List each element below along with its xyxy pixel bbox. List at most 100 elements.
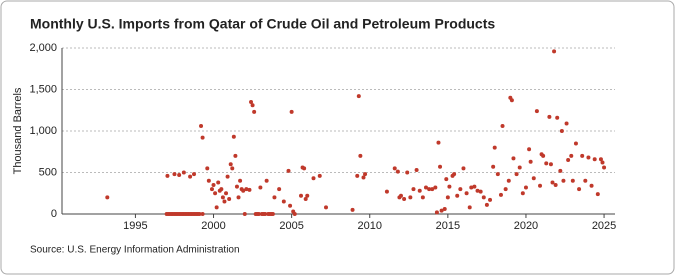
- x-tick-label: 2005: [279, 220, 303, 232]
- point: [231, 134, 236, 139]
- point: [586, 155, 591, 160]
- point: [481, 195, 486, 200]
- point: [172, 172, 177, 177]
- point: [302, 166, 307, 171]
- point: [222, 199, 227, 204]
- point: [181, 170, 186, 175]
- point: [205, 166, 210, 171]
- point: [258, 185, 263, 190]
- x-tick-label: 2015: [436, 220, 460, 232]
- point: [177, 172, 182, 177]
- point: [458, 187, 463, 192]
- point: [395, 169, 400, 174]
- point: [392, 166, 397, 171]
- point: [558, 168, 563, 173]
- point: [544, 161, 549, 166]
- point: [228, 162, 233, 167]
- point: [589, 183, 594, 188]
- point: [219, 187, 224, 192]
- point: [363, 172, 368, 177]
- point: [569, 153, 574, 158]
- x-tick-label: 2000: [201, 220, 225, 232]
- point: [188, 174, 193, 179]
- point: [272, 195, 277, 200]
- point: [434, 210, 439, 215]
- point: [553, 182, 558, 187]
- point: [250, 103, 255, 108]
- point: [252, 109, 257, 114]
- point: [305, 193, 310, 198]
- point: [438, 164, 443, 169]
- point: [455, 193, 460, 198]
- point: [439, 208, 444, 213]
- point: [242, 212, 247, 216]
- point: [570, 178, 575, 183]
- point: [402, 197, 407, 202]
- point: [197, 212, 202, 216]
- point: [358, 153, 363, 158]
- point: [238, 178, 243, 183]
- point: [602, 165, 607, 170]
- x-tick-label: 1995: [123, 220, 147, 232]
- point: [436, 140, 441, 145]
- point: [350, 207, 355, 212]
- point: [433, 185, 438, 190]
- point: [200, 212, 205, 216]
- point: [559, 129, 564, 133]
- point: [427, 187, 432, 192]
- point: [230, 166, 235, 171]
- point: [511, 156, 516, 161]
- point: [528, 159, 533, 164]
- source: Source: U.S. Energy Information Administ…: [30, 245, 240, 256]
- point: [408, 195, 413, 200]
- point: [384, 189, 389, 194]
- point: [249, 99, 254, 104]
- point: [445, 195, 450, 200]
- point: [281, 199, 286, 204]
- point: [561, 178, 566, 183]
- point: [209, 187, 214, 192]
- x-tick-label: 2020: [514, 220, 538, 232]
- point: [292, 212, 297, 216]
- point: [277, 187, 282, 192]
- point: [236, 195, 241, 200]
- point: [444, 177, 449, 182]
- point: [213, 191, 218, 196]
- point: [220, 195, 225, 200]
- point: [534, 109, 539, 114]
- point: [256, 212, 261, 216]
- point: [192, 172, 197, 177]
- point: [566, 158, 571, 163]
- point: [552, 49, 557, 54]
- point: [580, 153, 585, 158]
- point: [241, 188, 246, 193]
- point: [498, 192, 503, 197]
- point: [303, 197, 308, 202]
- point: [538, 183, 543, 188]
- point: [216, 180, 221, 185]
- point: [517, 165, 522, 170]
- y-axis-label: Thousand Barrels: [12, 87, 24, 174]
- point: [452, 172, 457, 177]
- point: [234, 184, 239, 189]
- point: [595, 192, 600, 197]
- point: [233, 153, 238, 158]
- point: [417, 188, 422, 193]
- point: [214, 205, 219, 210]
- chart-title: Monthly U.S. Imports from Qatar of Crude…: [30, 16, 495, 32]
- point: [592, 157, 597, 162]
- point: [289, 109, 294, 114]
- point: [227, 197, 232, 202]
- point: [461, 166, 466, 171]
- point: [467, 205, 472, 210]
- point: [423, 185, 428, 190]
- point: [550, 180, 555, 185]
- point: [356, 94, 361, 99]
- point: [361, 175, 366, 180]
- point: [548, 162, 553, 167]
- point: [509, 98, 514, 103]
- point: [491, 164, 496, 169]
- point: [447, 184, 452, 189]
- point: [527, 147, 532, 152]
